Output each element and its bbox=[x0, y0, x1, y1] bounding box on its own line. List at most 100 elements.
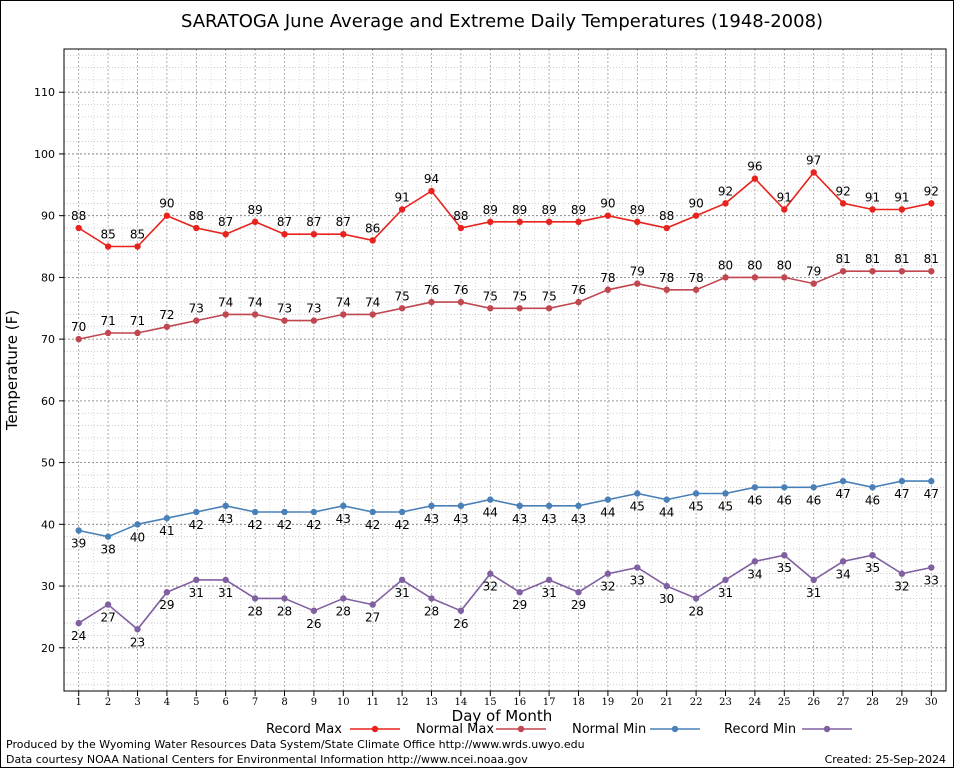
data-point-normal-min bbox=[369, 508, 376, 516]
legend-marker-normal-min bbox=[671, 725, 679, 733]
data-label-normal-max: 70 bbox=[71, 320, 86, 334]
data-point-record-max bbox=[457, 224, 465, 232]
data-label-normal-max: 78 bbox=[659, 271, 674, 285]
data-point-normal-min bbox=[193, 508, 200, 516]
data-point-normal-max bbox=[604, 286, 612, 293]
data-point-record-min bbox=[604, 570, 612, 577]
data-label-record-max: 87 bbox=[218, 215, 233, 229]
data-label-record-max: 90 bbox=[600, 197, 615, 211]
data-point-normal-min bbox=[869, 484, 876, 491]
data-point-normal-max bbox=[516, 305, 523, 312]
data-label-record-min: 34 bbox=[835, 567, 850, 581]
data-label-normal-min: 43 bbox=[512, 512, 527, 526]
data-point-normal-max bbox=[134, 329, 141, 337]
data-label-normal-min: 46 bbox=[806, 493, 821, 507]
data-point-record-max bbox=[604, 212, 612, 219]
data-point-normal-max bbox=[722, 274, 729, 281]
y-tick-label: 90 bbox=[41, 210, 55, 223]
data-point-normal-min bbox=[545, 502, 553, 510]
y-tick-label: 100 bbox=[34, 148, 55, 161]
data-label-normal-max: 76 bbox=[424, 283, 439, 297]
data-label-record-min: 31 bbox=[218, 586, 233, 600]
data-label-record-max: 91 bbox=[894, 191, 909, 205]
data-point-record-min bbox=[810, 576, 817, 584]
y-axis-label: Temperature (F) bbox=[3, 310, 21, 431]
data-point-normal-min bbox=[751, 484, 759, 491]
data-label-record-max: 92 bbox=[924, 184, 939, 198]
data-label-normal-min: 40 bbox=[130, 530, 145, 544]
data-point-normal-max bbox=[193, 317, 200, 324]
data-point-record-max bbox=[310, 230, 318, 238]
x-tick-label: 17 bbox=[543, 697, 556, 708]
data-point-record-min bbox=[928, 564, 935, 571]
data-label-record-max: 89 bbox=[247, 203, 262, 217]
data-point-record-max bbox=[751, 175, 759, 182]
data-point-record-min bbox=[898, 570, 906, 577]
data-label-record-min: 27 bbox=[100, 611, 115, 625]
data-point-normal-max bbox=[810, 280, 817, 287]
data-point-record-min bbox=[134, 626, 141, 633]
data-label-normal-min: 38 bbox=[100, 543, 115, 557]
data-point-normal-min bbox=[340, 502, 347, 510]
x-tick-label: 24 bbox=[749, 697, 762, 708]
data-point-normal-min bbox=[928, 477, 935, 485]
data-label-normal-min: 45 bbox=[630, 499, 645, 513]
data-point-record-min bbox=[104, 601, 112, 608]
data-label-record-max: 94 bbox=[424, 172, 439, 186]
data-label-normal-min: 42 bbox=[277, 518, 292, 532]
x-tick-label: 5 bbox=[193, 697, 199, 708]
data-point-normal-max bbox=[781, 274, 788, 281]
data-point-normal-min bbox=[281, 508, 288, 516]
data-label-normal-max: 74 bbox=[247, 295, 262, 309]
data-point-normal-min bbox=[516, 502, 523, 510]
data-point-normal-min bbox=[398, 508, 406, 516]
plot-area-border bbox=[63, 48, 947, 692]
y-tick-label: 40 bbox=[41, 518, 55, 531]
data-point-normal-max bbox=[487, 305, 494, 312]
data-label-normal-min: 46 bbox=[865, 493, 880, 507]
data-point-normal-min bbox=[634, 490, 641, 497]
data-label-normal-max: 74 bbox=[218, 295, 233, 309]
data-point-record-min bbox=[457, 607, 465, 614]
data-point-record-max bbox=[634, 218, 641, 226]
data-label-normal-min: 43 bbox=[571, 512, 586, 526]
data-point-record-max bbox=[281, 230, 288, 238]
y-tick-label: 110 bbox=[34, 86, 55, 99]
series bbox=[75, 169, 935, 633]
data-label-normal-max: 72 bbox=[159, 308, 174, 322]
data-point-normal-max bbox=[928, 268, 935, 275]
data-label-normal-min: 45 bbox=[688, 499, 703, 513]
data-label-normal-min: 43 bbox=[336, 512, 351, 526]
x-tick-label: 10 bbox=[337, 697, 350, 708]
data-point-record-min bbox=[516, 589, 523, 596]
data-point-record-max bbox=[928, 200, 935, 207]
data-label-normal-max: 73 bbox=[306, 302, 321, 316]
data-point-normal-min bbox=[604, 496, 612, 503]
data-point-record-min bbox=[751, 558, 759, 565]
data-label-normal-min: 39 bbox=[71, 537, 86, 551]
legend: Record Max Normal Max Normal Min Record Min bbox=[266, 722, 852, 737]
x-tick-label: 1 bbox=[76, 697, 82, 708]
data-label-record-max: 89 bbox=[512, 203, 527, 217]
data-label-normal-max: 79 bbox=[630, 265, 645, 279]
data-point-record-min bbox=[310, 607, 318, 614]
data-label-record-max: 88 bbox=[189, 209, 204, 223]
data-point-record-max bbox=[75, 224, 82, 232]
data-label-record-max: 88 bbox=[71, 209, 86, 223]
data-label-normal-min: 44 bbox=[659, 506, 674, 520]
data-point-record-min bbox=[369, 601, 376, 608]
data-point-record-min bbox=[193, 576, 200, 584]
x-tick-label: 30 bbox=[925, 697, 938, 708]
x-tick-label: 26 bbox=[807, 697, 820, 708]
data-point-normal-max bbox=[869, 268, 876, 275]
legend-label-normal-min: Normal Min bbox=[572, 722, 646, 737]
x-tick-label: 22 bbox=[690, 697, 703, 708]
data-point-record-min bbox=[163, 589, 171, 596]
data-point-normal-max bbox=[398, 305, 406, 312]
data-label-record-min: 34 bbox=[747, 567, 762, 581]
data-point-normal-min bbox=[839, 477, 847, 485]
data-point-record-max bbox=[839, 200, 847, 207]
footer-produced-by: Produced by the Wyoming Water Resources … bbox=[6, 738, 585, 751]
data-point-record-min bbox=[75, 619, 82, 627]
